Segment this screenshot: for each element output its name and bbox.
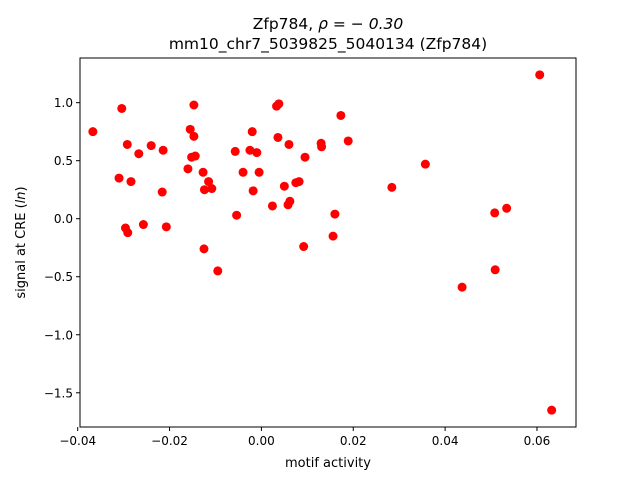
data-point (490, 265, 500, 275)
data-points (88, 70, 557, 415)
data-point (387, 182, 397, 192)
data-point (190, 151, 200, 161)
data-point (126, 177, 136, 187)
data-point (254, 167, 264, 177)
x-axis-label: motif activity (285, 456, 371, 471)
data-point (138, 220, 148, 230)
data-point (158, 145, 168, 155)
data-point (330, 209, 340, 219)
data-point (161, 222, 171, 232)
data-point (457, 282, 467, 292)
data-point (274, 99, 284, 109)
data-point (189, 100, 199, 110)
data-point (252, 148, 262, 158)
data-point (502, 203, 512, 213)
data-point (285, 196, 295, 206)
chart-title-line1: Zfp784, ρ = − 0.30 (253, 15, 404, 33)
data-point (300, 152, 310, 162)
data-point (198, 167, 208, 177)
data-point (420, 159, 430, 169)
data-point (279, 181, 289, 191)
data-point (245, 145, 255, 155)
data-point (317, 142, 327, 152)
y-tick-label: −1.5 (44, 386, 73, 400)
data-point (114, 173, 124, 183)
data-point (146, 141, 156, 151)
x-tick-label: −0.04 (59, 434, 96, 448)
x-tick-label: 0.04 (432, 434, 459, 448)
data-point (199, 185, 209, 195)
data-point (232, 210, 242, 220)
chart-title-line2: mm10_chr7_5039825_5040134 (Zfp784) (169, 35, 487, 54)
data-point (247, 127, 257, 137)
data-point (122, 139, 132, 149)
data-point (185, 124, 195, 134)
data-point (207, 184, 217, 194)
x-tick-label: 0.02 (340, 434, 367, 448)
data-point (284, 139, 294, 149)
data-point (238, 167, 248, 177)
data-point (248, 186, 258, 196)
data-point (204, 177, 214, 187)
x-tick-label: 0.06 (524, 434, 551, 448)
data-point (88, 127, 98, 137)
y-tick-label: −1.0 (44, 328, 73, 342)
plot-frame (79, 57, 577, 428)
data-point (213, 266, 223, 276)
data-point (199, 244, 209, 254)
data-point (343, 136, 353, 146)
data-point (134, 149, 144, 159)
y-tick-label: 0.5 (54, 154, 73, 168)
y-tick-label: 0.0 (54, 212, 73, 226)
data-point (294, 177, 304, 187)
x-tick-label: −0.02 (151, 434, 188, 448)
data-point (547, 405, 557, 415)
y-axis-label: signal at CRE (ln) (14, 186, 29, 298)
data-point (123, 228, 133, 238)
data-point (299, 242, 309, 252)
data-point (490, 208, 500, 218)
x-axis-ticks: −0.04 −0.02 0.00 0.02 0.04 0.06 (59, 427, 550, 448)
data-point (273, 132, 283, 142)
y-tick-label: 1.0 (54, 96, 73, 110)
data-point (230, 146, 240, 156)
y-tick-label: −0.5 (44, 270, 73, 284)
data-point (117, 103, 127, 113)
y-axis-ticks: −1.5 −1.0 −0.5 0.0 0.5 1.0 (44, 96, 80, 400)
data-point (336, 110, 346, 120)
data-point (535, 70, 545, 80)
data-point (328, 231, 338, 241)
data-point (183, 164, 193, 174)
x-tick-label: 0.00 (248, 434, 275, 448)
data-point (157, 187, 167, 197)
data-point (267, 201, 277, 211)
data-point (189, 131, 199, 141)
